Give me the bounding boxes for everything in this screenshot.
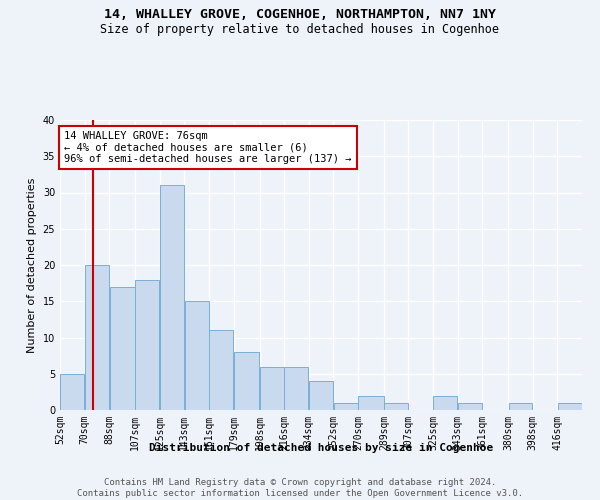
Text: Contains HM Land Registry data © Crown copyright and database right 2024.
Contai: Contains HM Land Registry data © Crown c…: [77, 478, 523, 498]
Bar: [458, 403, 482, 410]
Text: 14, WHALLEY GROVE, COGENHOE, NORTHAMPTON, NN7 1NY: 14, WHALLEY GROVE, COGENHOE, NORTHAMPTON…: [104, 8, 496, 20]
Bar: [185, 301, 209, 410]
Bar: [358, 396, 383, 410]
Bar: [309, 381, 333, 410]
Text: Distribution of detached houses by size in Cogenhoe: Distribution of detached houses by size …: [149, 442, 493, 452]
Bar: [160, 185, 184, 410]
Bar: [384, 403, 408, 410]
Bar: [284, 366, 308, 410]
Bar: [558, 403, 581, 410]
Y-axis label: Number of detached properties: Number of detached properties: [27, 178, 37, 352]
Bar: [85, 265, 109, 410]
Bar: [234, 352, 259, 410]
Text: Size of property relative to detached houses in Cogenhoe: Size of property relative to detached ho…: [101, 22, 499, 36]
Bar: [61, 374, 84, 410]
Bar: [334, 403, 358, 410]
Bar: [209, 330, 233, 410]
Bar: [136, 280, 160, 410]
Bar: [509, 403, 532, 410]
Text: 14 WHALLEY GROVE: 76sqm
← 4% of detached houses are smaller (6)
96% of semi-deta: 14 WHALLEY GROVE: 76sqm ← 4% of detached…: [64, 131, 352, 164]
Bar: [260, 366, 284, 410]
Bar: [110, 287, 135, 410]
Bar: [433, 396, 457, 410]
